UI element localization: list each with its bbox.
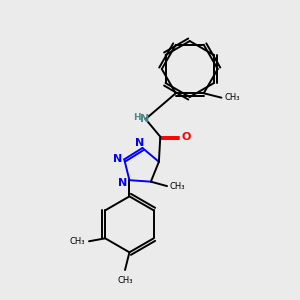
Text: O: O xyxy=(181,132,190,142)
Text: CH₃: CH₃ xyxy=(117,276,133,285)
Text: N: N xyxy=(135,138,144,148)
Text: CH₃: CH₃ xyxy=(225,93,240,102)
Text: N: N xyxy=(140,114,149,124)
Text: CH₃: CH₃ xyxy=(70,237,86,246)
Text: N: N xyxy=(113,154,122,164)
Text: H: H xyxy=(134,113,141,122)
Text: N: N xyxy=(118,178,128,188)
Text: CH₃: CH₃ xyxy=(170,182,185,190)
